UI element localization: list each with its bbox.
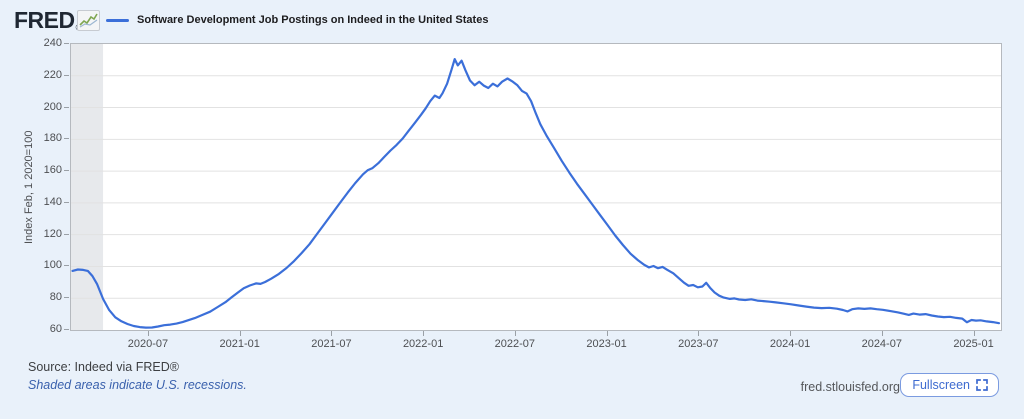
recession-band bbox=[71, 44, 104, 330]
x-axis-tick-label: 2021-01 bbox=[219, 338, 260, 350]
y-axis-tick-label: 200 bbox=[43, 100, 62, 113]
x-axis-tick-label: 2023-01 bbox=[586, 338, 627, 350]
fred-logo[interactable]: FRED® bbox=[14, 7, 81, 34]
fullscreen-button-label: Fullscreen bbox=[912, 378, 970, 392]
y-axis-tick-mark bbox=[64, 201, 69, 203]
fullscreen-button[interactable]: Fullscreen bbox=[900, 373, 999, 397]
x-axis-tick-mark bbox=[698, 331, 700, 336]
y-axis-tick-mark bbox=[64, 106, 69, 108]
series-title: Software Development Job Postings on Ind… bbox=[137, 14, 489, 26]
y-axis-tick-mark bbox=[64, 233, 69, 235]
y-axis-tick-label: 160 bbox=[43, 164, 62, 177]
x-axis-tick-label: 2024-07 bbox=[861, 338, 902, 350]
chart-plot-area[interactable] bbox=[70, 43, 1002, 331]
x-axis-tick-mark bbox=[331, 331, 333, 336]
y-axis-tick-label: 180 bbox=[43, 132, 62, 145]
line-chart[interactable] bbox=[71, 44, 1001, 330]
y-axis-tick-mark bbox=[64, 74, 69, 76]
y-axis-tick-label: 240 bbox=[43, 37, 62, 49]
source-text: Source: Indeed via FRED® bbox=[28, 360, 179, 374]
fred-site-link[interactable]: fred.stlouisfed.org bbox=[800, 380, 900, 394]
y-axis-tick-label: 100 bbox=[43, 259, 62, 272]
y-axis-tick-mark bbox=[64, 265, 69, 267]
y-axis-tick-mark bbox=[64, 297, 69, 299]
x-axis-tick-label: 2023-07 bbox=[678, 338, 719, 350]
y-axis-tick-mark bbox=[64, 138, 69, 140]
y-axis-tick-mark bbox=[64, 43, 69, 44]
x-axis-tick-mark bbox=[973, 331, 975, 336]
x-axis-tick-mark bbox=[147, 331, 149, 336]
x-axis-tick-label: 2025-01 bbox=[953, 338, 994, 350]
fred-logo-text: FRED bbox=[14, 7, 75, 33]
x-axis-tick-mark bbox=[606, 331, 608, 336]
x-axis-tick-mark bbox=[239, 331, 241, 336]
y-axis-tick-label: 220 bbox=[43, 68, 62, 81]
y-axis-tick-mark bbox=[64, 170, 69, 172]
x-axis-tick-mark bbox=[790, 331, 792, 336]
x-axis-tick-mark bbox=[881, 331, 883, 336]
series-legend-line bbox=[106, 19, 129, 22]
fullscreen-expand-icon bbox=[976, 379, 988, 391]
series-line[interactable] bbox=[71, 58, 1001, 329]
y-axis-tick-label: 140 bbox=[43, 195, 62, 208]
x-axis-tick-mark bbox=[514, 331, 516, 336]
recession-note-link[interactable]: Shaded areas indicate U.S. recessions. bbox=[28, 378, 247, 392]
x-axis-tick-label: 2022-07 bbox=[494, 338, 536, 350]
y-axis-tick-label: 120 bbox=[43, 227, 62, 240]
x-axis-tick-mark bbox=[423, 331, 425, 336]
y-axis-tick-label: 60 bbox=[49, 323, 62, 335]
x-axis-tick-label: 2020-07 bbox=[127, 338, 169, 350]
y-axis-tick-label: 80 bbox=[49, 291, 62, 304]
x-axis-tick-label: 2024-01 bbox=[769, 338, 811, 350]
fred-logo-chart-icon bbox=[77, 10, 100, 31]
y-axis-title: Index Feb, 1 2020=100 bbox=[23, 130, 35, 244]
x-axis-tick-label: 2021-07 bbox=[311, 338, 352, 350]
x-axis-tick-label: 2022-01 bbox=[402, 338, 444, 350]
y-axis-tick-mark bbox=[64, 329, 69, 330]
